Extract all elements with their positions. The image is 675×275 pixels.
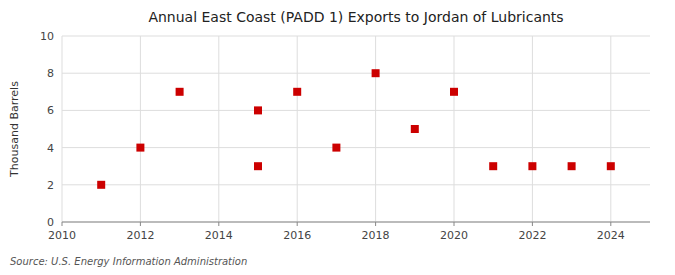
x-grid-line — [218, 36, 219, 222]
x-tick-label: 2012 — [126, 229, 154, 242]
x-tick-label: 2010 — [48, 229, 76, 242]
x-tick-label: 2020 — [440, 229, 468, 242]
point — [607, 162, 615, 170]
x-grid-line — [532, 36, 533, 222]
point — [136, 144, 144, 152]
x-tick-label: 2018 — [362, 229, 390, 242]
x-tick — [454, 222, 455, 226]
x-tick — [532, 222, 533, 226]
x-grid-line — [375, 36, 376, 222]
x-grid-line — [297, 36, 298, 222]
point — [411, 125, 419, 133]
point — [97, 181, 105, 189]
chart: 0 2 4 6 8 10 2010 2012 2014 2016 2018 2020 2022 2024 A… — [0, 0, 675, 275]
point — [528, 162, 536, 170]
y-tick-label: 4 — [47, 142, 54, 155]
x-tick — [297, 222, 298, 226]
x-tick — [62, 222, 63, 226]
x-tick-label: 2016 — [283, 229, 311, 242]
y-grid-line — [62, 73, 650, 74]
y-tick-label: 0 — [47, 216, 54, 229]
title: Annual East Coast (PADD 1) Exports to Jo… — [148, 9, 563, 25]
y-axis-label: Thousand Barrels — [8, 81, 21, 178]
point — [176, 88, 184, 96]
x-grid-line — [140, 36, 141, 222]
y-grid-line — [62, 147, 650, 148]
y-tick-label: 8 — [47, 67, 54, 80]
points — [97, 69, 615, 189]
source: Source: U.S. Energy Information Administ… — [10, 256, 247, 267]
x-axis-line — [62, 222, 650, 223]
x-tick — [140, 222, 141, 226]
y-grid-line — [62, 222, 650, 223]
point — [568, 162, 576, 170]
y-tick-label: 2 — [47, 179, 54, 192]
x-grid-line — [454, 36, 455, 222]
x-tick-label: 2014 — [205, 229, 233, 242]
x-tick — [610, 222, 611, 226]
y-tick-label: 6 — [47, 104, 54, 117]
x-tick-label: 2024 — [597, 229, 625, 242]
x-tick — [218, 222, 219, 226]
point — [450, 88, 458, 96]
grid — [62, 36, 650, 222]
x-grid-line — [62, 36, 63, 222]
point — [254, 106, 262, 114]
point — [489, 162, 497, 170]
y-tick-label: 10 — [40, 30, 54, 43]
point — [254, 162, 262, 170]
y-grid-line — [62, 110, 650, 111]
point — [293, 88, 301, 96]
x-tick — [375, 222, 376, 226]
x-tick-label: 2022 — [518, 229, 546, 242]
y-grid-line — [62, 36, 650, 37]
point — [372, 69, 380, 77]
x-grid-line — [610, 36, 611, 222]
y-grid-line — [62, 184, 650, 185]
point — [332, 144, 340, 152]
